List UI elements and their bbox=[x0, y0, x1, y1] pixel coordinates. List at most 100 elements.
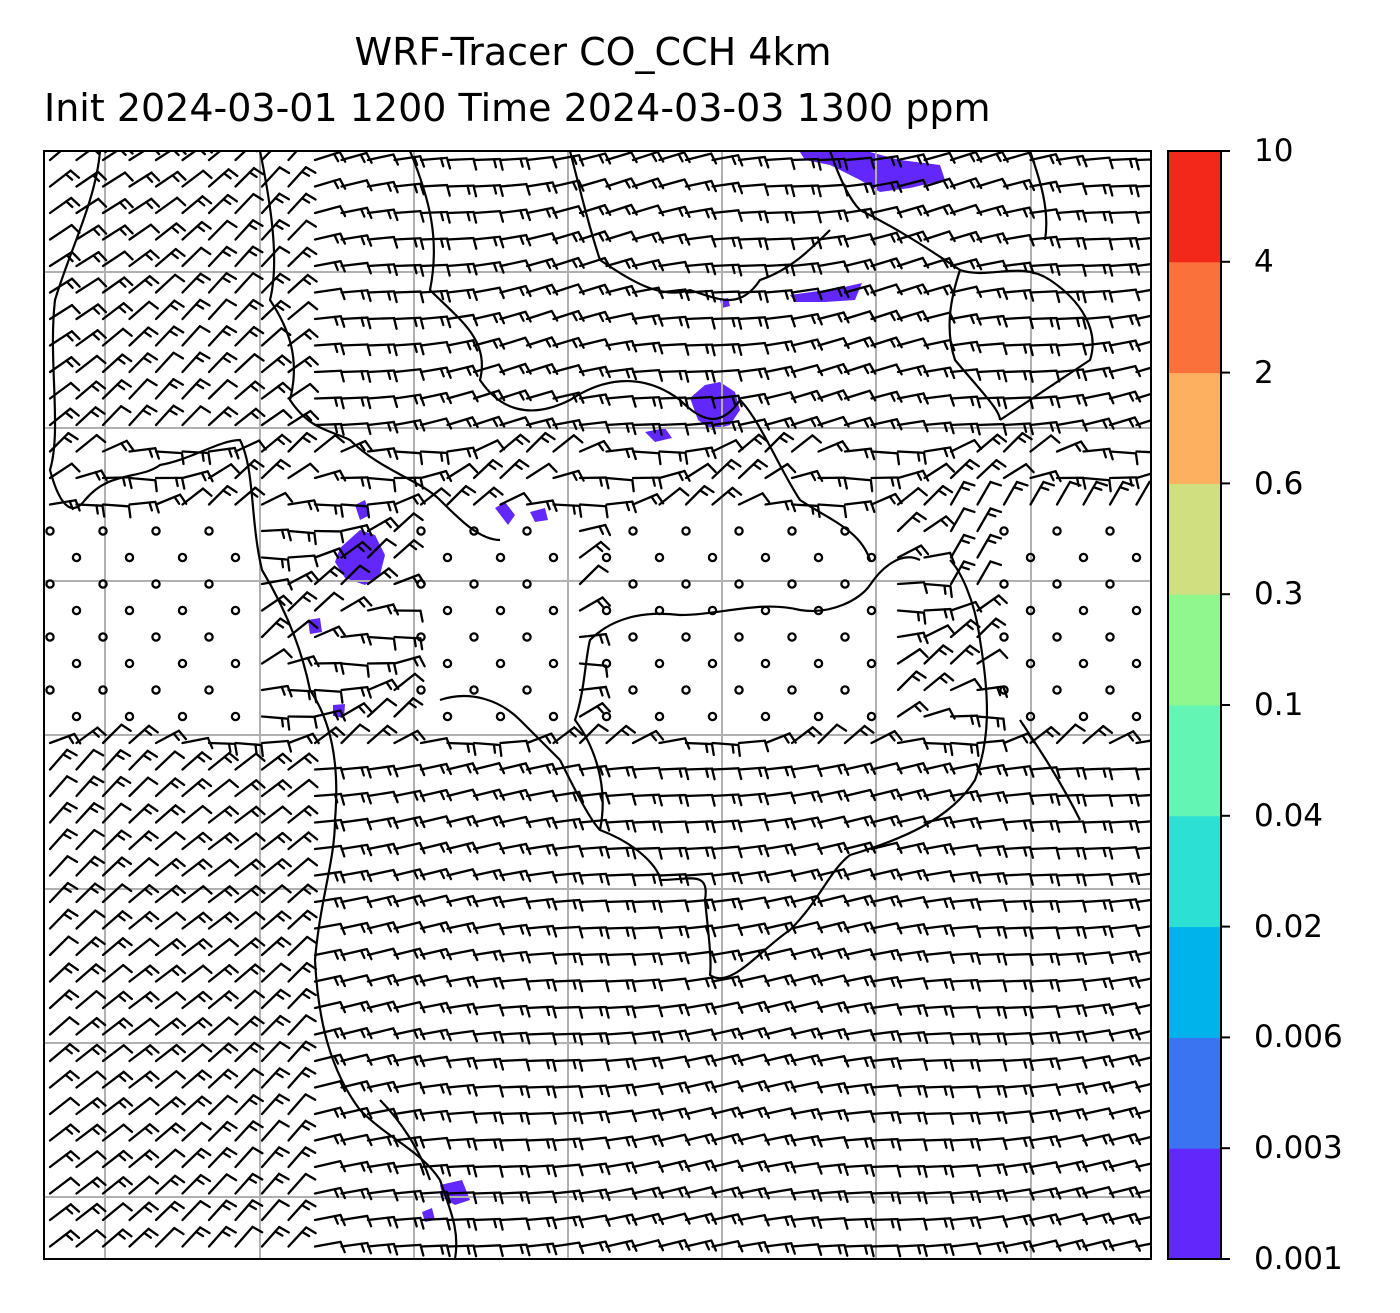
wind-barb bbox=[499, 208, 532, 222]
wind-barb bbox=[1029, 846, 1061, 860]
wind-barb bbox=[181, 195, 213, 215]
wind-barb bbox=[1002, 480, 1029, 506]
wind-barb bbox=[949, 480, 976, 506]
wind-barb bbox=[896, 204, 930, 217]
wind-barb bbox=[817, 503, 848, 519]
wind-barb bbox=[393, 1081, 426, 1095]
wind-barb bbox=[684, 1002, 717, 1015]
wind-barb bbox=[128, 1149, 160, 1169]
wind-barb bbox=[949, 230, 983, 243]
wind-barb bbox=[1055, 393, 1088, 407]
wind-barb bbox=[101, 910, 133, 930]
wind-barb bbox=[1029, 1213, 1062, 1226]
wind-barb bbox=[128, 1175, 160, 1195]
wind-barb bbox=[949, 871, 982, 884]
wind-barb bbox=[154, 729, 188, 745]
wind-barb bbox=[631, 1212, 665, 1226]
wind-barb bbox=[684, 741, 715, 757]
wind-barb bbox=[923, 870, 956, 883]
wind-barb bbox=[419, 789, 453, 802]
wind-barb bbox=[181, 804, 213, 824]
wind-barb bbox=[340, 948, 373, 961]
wind-barb bbox=[340, 343, 372, 357]
wind-barb bbox=[260, 1146, 290, 1169]
calm-circle bbox=[230, 658, 241, 669]
wind-barb bbox=[552, 336, 585, 349]
wind-barb bbox=[234, 832, 266, 851]
calm-circle bbox=[601, 605, 612, 616]
wind-barb bbox=[658, 846, 690, 860]
wind-barb bbox=[260, 910, 292, 930]
wind-barb bbox=[499, 1243, 531, 1257]
wind-barb bbox=[976, 845, 1008, 858]
wind-barb bbox=[260, 739, 293, 753]
wind-barb bbox=[684, 793, 716, 807]
wind-barb bbox=[949, 1137, 981, 1151]
calm-circle bbox=[522, 685, 532, 695]
wind-barb bbox=[658, 1159, 691, 1173]
wind-barb bbox=[366, 697, 398, 718]
wind-barb bbox=[75, 909, 106, 930]
wind-barb bbox=[896, 337, 930, 350]
wind-barb bbox=[154, 1122, 186, 1142]
wind-barb bbox=[1082, 1239, 1115, 1252]
wind-barb bbox=[1029, 1083, 1061, 1096]
wind-barb bbox=[313, 1160, 347, 1173]
wind-barb bbox=[658, 1081, 691, 1094]
wind-barb bbox=[737, 1160, 771, 1173]
wind-barb bbox=[48, 407, 80, 427]
wind-barb bbox=[870, 390, 903, 403]
wind-barb bbox=[711, 1240, 744, 1253]
calm-circle bbox=[840, 685, 850, 695]
wind-barb bbox=[366, 263, 399, 277]
wind-barb bbox=[976, 204, 1009, 218]
wind-barb bbox=[817, 1243, 849, 1257]
calm-circle bbox=[522, 579, 532, 589]
wind-barb bbox=[1135, 236, 1151, 241]
wind-barb bbox=[1029, 819, 1061, 833]
wind-barb bbox=[128, 749, 159, 771]
wind-barb bbox=[340, 869, 373, 883]
wind-barb bbox=[154, 1200, 185, 1222]
wind-barb bbox=[499, 310, 532, 323]
wind-barb bbox=[605, 792, 637, 806]
calm-circle bbox=[416, 685, 426, 695]
calm-circle bbox=[866, 658, 877, 669]
wind-barb bbox=[578, 1214, 611, 1227]
wind-barb bbox=[181, 378, 211, 400]
calm-circle bbox=[416, 632, 426, 642]
wind-barb bbox=[101, 439, 135, 453]
wind-barb bbox=[1108, 416, 1142, 429]
wind-barb bbox=[101, 224, 134, 241]
wind-barb bbox=[260, 299, 292, 321]
wind-barb bbox=[949, 258, 983, 271]
wind-barb bbox=[446, 868, 479, 881]
wind-barb bbox=[631, 231, 665, 244]
wind-barb bbox=[976, 287, 1009, 300]
wind-barb bbox=[631, 926, 663, 940]
wind-barb bbox=[1108, 767, 1140, 781]
wind-barb bbox=[1082, 872, 1114, 886]
wind-barb bbox=[870, 730, 903, 745]
wind-barb bbox=[287, 1093, 317, 1116]
wind-barb bbox=[207, 219, 238, 241]
wind-barb bbox=[552, 817, 585, 831]
wind-barb bbox=[1055, 952, 1088, 966]
wind-barb bbox=[260, 617, 291, 639]
calm-circle bbox=[999, 579, 1009, 589]
wind-barb bbox=[1135, 1215, 1151, 1222]
calm-circle bbox=[681, 579, 691, 589]
wind-barb bbox=[393, 947, 426, 960]
wind-barb bbox=[711, 181, 744, 195]
wind-barb bbox=[313, 726, 346, 745]
calm-circle bbox=[204, 632, 214, 642]
wind-barb bbox=[631, 1056, 664, 1070]
calm-circle bbox=[840, 579, 850, 589]
wind-barb bbox=[260, 805, 293, 824]
wind-barb bbox=[896, 1031, 929, 1044]
wind-barb bbox=[949, 458, 981, 480]
calm-circle bbox=[681, 526, 691, 536]
wind-barb bbox=[207, 1016, 239, 1036]
wind-barb bbox=[1002, 1136, 1035, 1149]
wind-barb bbox=[711, 236, 743, 250]
